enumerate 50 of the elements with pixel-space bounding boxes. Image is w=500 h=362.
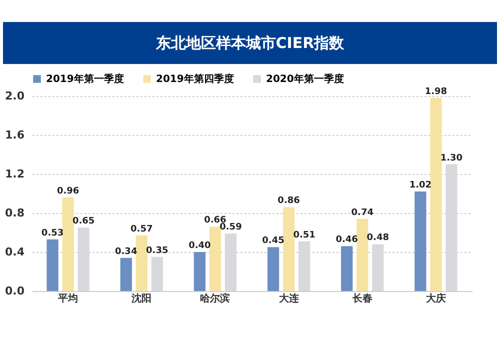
legend-label: 2019年第一季度	[46, 73, 124, 85]
data-label: 1.02	[409, 180, 432, 191]
data-label: 0.53	[41, 228, 64, 238]
bar	[414, 192, 426, 291]
bar	[341, 246, 353, 291]
bar	[430, 98, 442, 291]
legend-label: 2020年第一季度	[266, 73, 344, 85]
data-label: 0.57	[130, 224, 153, 234]
data-label: 0.40	[188, 241, 211, 251]
bar	[298, 241, 310, 291]
data-label: 0.65	[72, 216, 95, 227]
data-label: 0.46	[336, 235, 358, 246]
x-tick-label: 哈尔滨	[200, 292, 230, 304]
data-label: 0.34	[115, 246, 138, 257]
y-tick-label: 1.2	[5, 168, 24, 180]
bar	[267, 247, 280, 291]
x-tick-label: 长春	[351, 292, 372, 304]
y-tick-label: 0.8	[5, 206, 24, 220]
data-label: 0.74	[351, 208, 374, 218]
data-label: 0.51	[293, 230, 316, 240]
data-label: 0.86	[278, 196, 300, 206]
data-label: 0.48	[366, 233, 389, 244]
x-tick-label: 平均	[57, 292, 78, 304]
bar	[120, 258, 132, 291]
bar	[78, 228, 90, 291]
data-label: 0.96	[56, 186, 80, 196]
y-tick-label: 0.4	[5, 246, 25, 258]
bar	[224, 233, 237, 291]
x-tick-label: 大庆	[424, 292, 446, 304]
x-tick-label: 沈阳	[130, 292, 152, 304]
bar	[194, 252, 206, 291]
bar	[372, 244, 384, 291]
chart-title: 东北地区样本城市CIER指数	[3, 22, 497, 64]
legend-label: 2019年第四季度	[156, 73, 234, 85]
bar	[62, 197, 74, 291]
data-label: 1.30	[440, 153, 463, 164]
y-tick-label: 0.0	[5, 284, 25, 298]
x-tick-label: 大连	[278, 292, 300, 304]
data-label: 0.45	[262, 236, 284, 246]
bar	[209, 226, 222, 291]
bar	[446, 164, 458, 291]
y-tick-label: 2.0	[5, 90, 25, 102]
bar	[356, 218, 368, 291]
data-label: 1.98	[424, 86, 448, 97]
bar	[136, 235, 148, 291]
bar	[282, 207, 295, 291]
bar	[46, 239, 58, 291]
y-tick-label: 1.6	[5, 128, 25, 142]
data-label: 0.35	[146, 246, 168, 256]
bar	[151, 256, 163, 291]
